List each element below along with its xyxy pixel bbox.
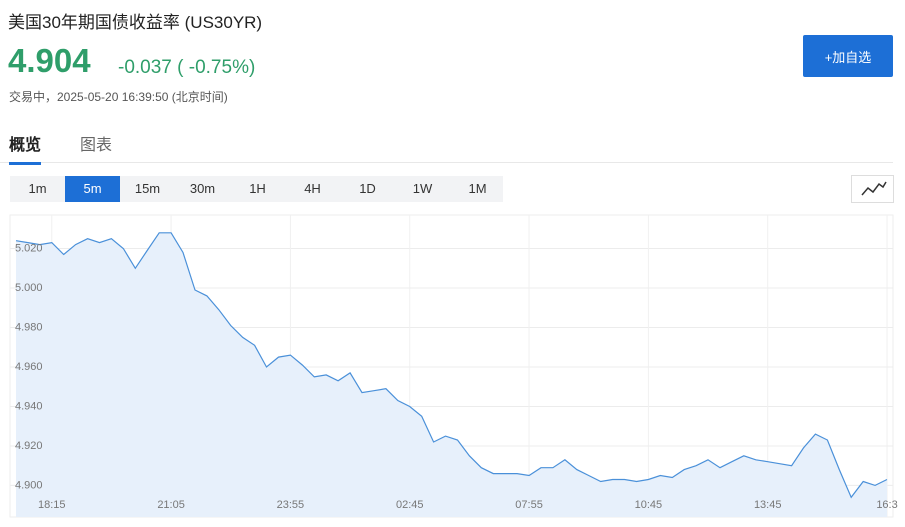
interval-button[interactable]: 1D — [359, 181, 376, 196]
y-tick-label: 4.960 — [15, 361, 43, 373]
icon — [861, 181, 887, 196]
line — [15, 232, 888, 499]
y-tick-label: 4.980 — [15, 321, 43, 333]
tab[interactable]: 概览 — [9, 131, 42, 165]
x-tick-label: 21:05 — [157, 499, 185, 511]
tabs: 概览 图表 — [0, 128, 893, 165]
y-tick-label: 4.900 — [15, 479, 43, 491]
add-watchlist-button[interactable]: +加自选 — [803, 35, 893, 77]
interval-bar: 1m 5m 15m 30m 1H 4H 1D 1W 1M — [10, 176, 503, 202]
x-tick-label: 07:55 — [515, 499, 543, 511]
x-tick-label: 10:45 — [635, 499, 663, 511]
title: 美国30年期国债收益率 (US30YR) — [8, 13, 263, 32]
change: -0.037 ( -0.75%) — [118, 57, 256, 78]
x-tick-label: 02:45 — [396, 499, 424, 511]
y-tick-label: 5.000 — [15, 282, 43, 294]
interval-button[interactable]: 1M — [468, 181, 487, 196]
interval-button[interactable]: 1H — [249, 181, 266, 196]
y-tick-label: 4.920 — [15, 440, 43, 452]
area — [16, 232, 887, 518]
interval-button[interactable]: 30m — [189, 181, 216, 196]
plot-border — [9, 214, 894, 518]
price: 4.904 — [8, 42, 91, 79]
interval-button[interactable]: 5m — [65, 176, 120, 202]
interval-button[interactable]: 1m — [28, 181, 47, 196]
tab[interactable]: 图表 — [80, 137, 113, 154]
status: 交易中，2025-05-20 16:39:50 (北京时间) — [9, 90, 228, 104]
chart-type-button[interactable] — [851, 175, 894, 203]
interval-button[interactable]: 4H — [304, 181, 321, 196]
x-tick-label: 23:55 — [277, 499, 305, 511]
x-tick-label: 13:45 — [754, 499, 782, 511]
interval-button[interactable]: 15m — [134, 181, 161, 196]
x-tick-label: 18:15 — [38, 499, 66, 511]
x-tick-label: 16:3 — [876, 499, 897, 511]
y-tick-label: 5.020 — [15, 242, 43, 254]
y-tick-label: 4.940 — [15, 400, 43, 412]
interval-button[interactable]: 1W — [412, 181, 433, 196]
